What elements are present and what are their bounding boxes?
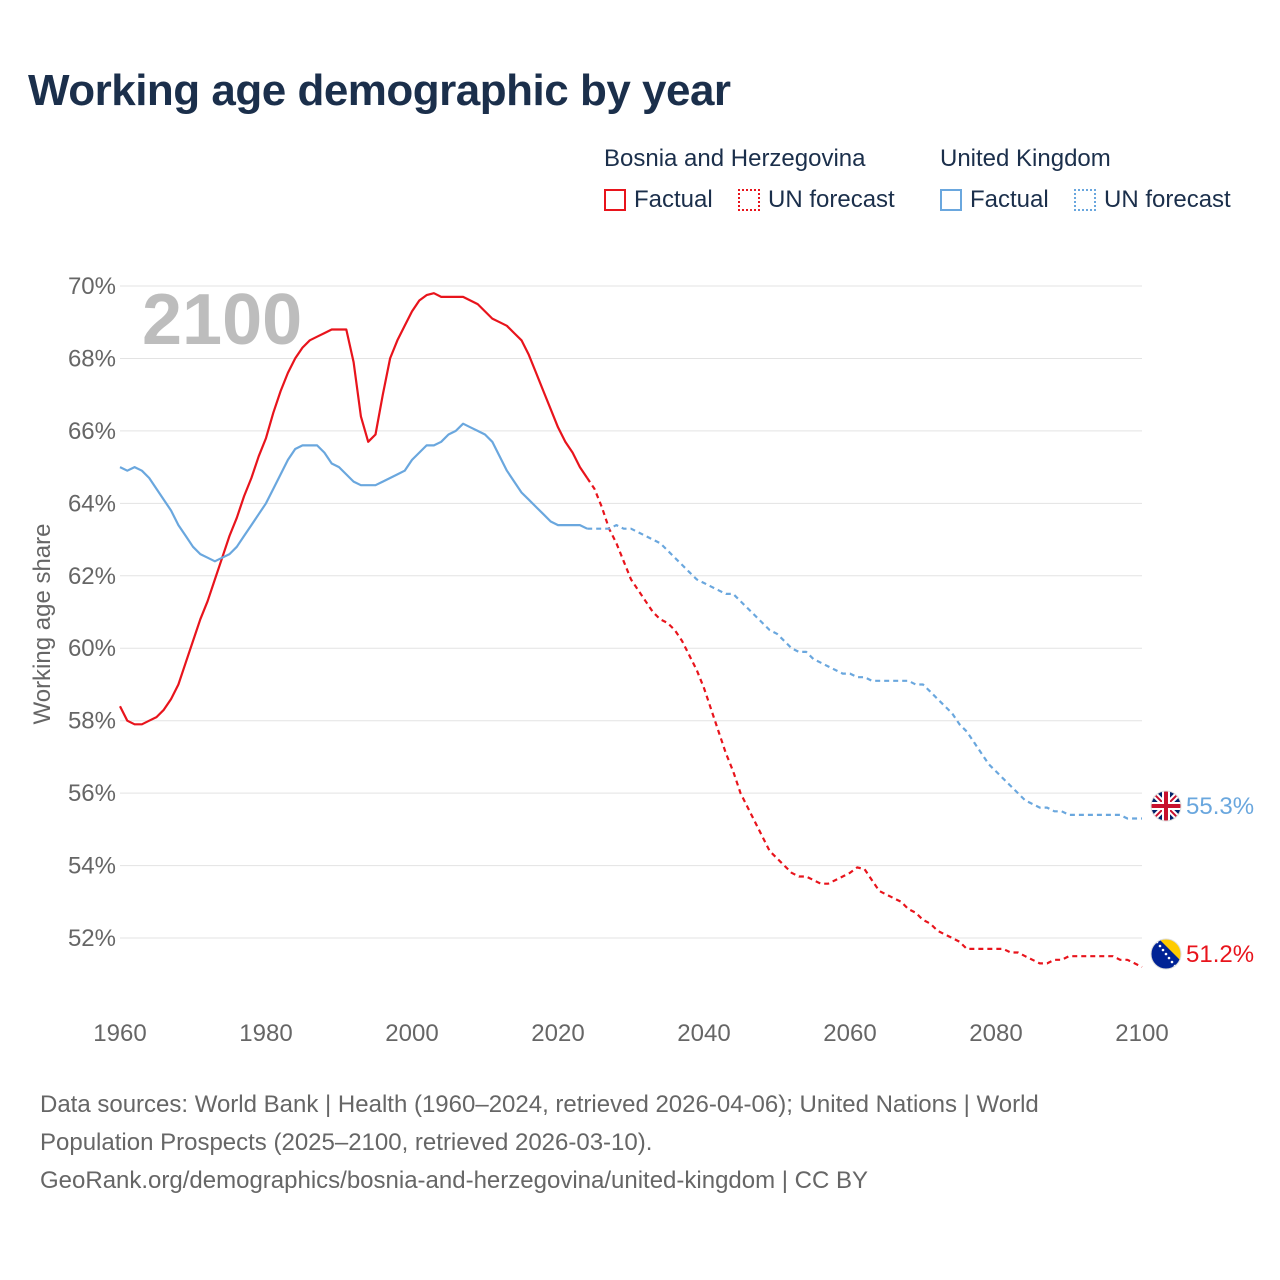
y-tick-label: 64%: [68, 490, 116, 517]
x-tick-label: 2100: [1115, 1020, 1168, 1047]
legend-label: Factual: [970, 186, 1049, 213]
source-line-3[interactable]: GeoRank.org/demographics/bosnia-and-herz…: [40, 1167, 869, 1194]
legend-uk-forecast[interactable]: UN forecast: [1074, 186, 1231, 214]
bosnia-flag-icon: [1150, 938, 1182, 970]
x-tick-label: 1960: [93, 1020, 146, 1047]
legend-bosnia-forecast[interactable]: UN forecast: [738, 186, 895, 214]
y-tick-label: 62%: [68, 563, 116, 590]
legend-label: UN forecast: [1104, 186, 1231, 213]
y-tick-label: 68%: [68, 345, 116, 372]
legend-swatch-solid-icon: [604, 189, 626, 211]
y-tick-label: 54%: [68, 853, 116, 880]
legend-group-uk: United Kingdom: [940, 145, 1111, 172]
legend-label: UN forecast: [768, 186, 895, 213]
legend-swatch-solid-icon: [940, 189, 962, 211]
page-title: Working age demographic by year: [28, 66, 731, 115]
x-tick-label: 2040: [677, 1020, 730, 1047]
legend-swatch-dotted-icon: [1074, 189, 1096, 211]
y-tick-label: 60%: [68, 635, 116, 662]
source-line-1: Data sources: World Bank | Health (1960–…: [40, 1091, 1039, 1118]
series-uk-forecast-line[interactable]: [587, 524, 1142, 820]
x-tick-label: 2080: [969, 1020, 1022, 1047]
y-tick-label: 56%: [68, 780, 116, 807]
x-tick-label: 2020: [531, 1020, 584, 1047]
series-uk-factual-line[interactable]: [119, 422, 588, 563]
y-tick-label: 70%: [68, 273, 116, 300]
bosnia-end-value-label: 51.2%: [1186, 941, 1254, 968]
x-tick-label: 2060: [823, 1020, 876, 1047]
series-lines: [119, 292, 1143, 968]
uk-end-value-label: 55.3%: [1186, 793, 1254, 820]
grid-lines: [120, 285, 1142, 939]
y-tick-label: 66%: [68, 418, 116, 445]
x-tick-label: 2000: [385, 1020, 438, 1047]
source-line-2: Population Prospects (2025–2100, retriev…: [40, 1129, 653, 1156]
y-axis-ticks: 52% 54% 56% 58% 60% 62% 64% 66% 68% 70%: [68, 273, 116, 952]
series-bosnia-forecast-line[interactable]: [586, 477, 1143, 968]
year-watermark: 2100: [142, 280, 302, 360]
legend-uk-factual[interactable]: Factual: [940, 186, 1049, 214]
y-axis-label: Working age share: [29, 524, 56, 725]
united-kingdom-flag-icon: [1150, 790, 1182, 822]
series-bosnia-factual-line[interactable]: [119, 292, 589, 726]
legend-group-bosnia: Bosnia and Herzegovina: [604, 145, 866, 172]
source-note: Data sources: World Bank | Health (1960–…: [40, 1086, 1200, 1200]
legend-label: Factual: [634, 186, 713, 213]
line-chart: 2100 52% 54% 56% 58% 60% 62% 64% 66% 68% 70% 1960…: [29, 273, 1254, 1047]
x-tick-label: 1980: [239, 1020, 292, 1047]
y-tick-label: 58%: [68, 708, 116, 735]
x-axis-ticks: 1960 1980 2000 2020 2040 2060 2080 2100: [93, 1020, 1168, 1047]
legend-swatch-dotted-icon: [738, 189, 760, 211]
legend-bosnia-factual[interactable]: Factual: [604, 186, 713, 214]
y-tick-label: 52%: [68, 925, 116, 952]
